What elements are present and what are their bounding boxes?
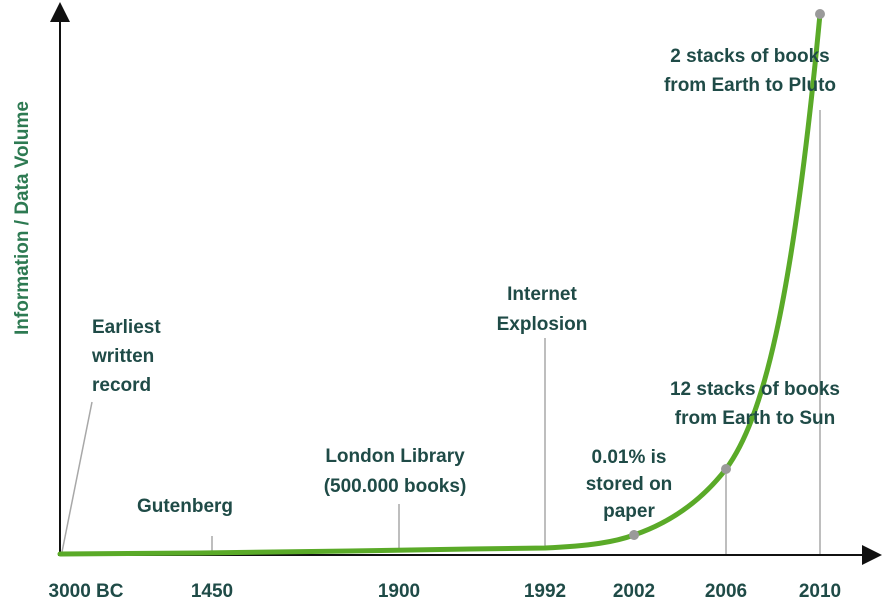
x-tick-label: 2002 [613, 581, 655, 602]
x-tick-label: 3000 BC [49, 581, 124, 602]
annotation-connector [61, 401, 93, 553]
x-tick-label: 2010 [799, 581, 841, 602]
x-tick-label: 1900 [378, 581, 420, 602]
curve-marker [721, 464, 731, 474]
annotation-line: Earliest [92, 317, 161, 338]
annotation-line: Explosion [497, 314, 588, 335]
annotation-line: 0.01% is [592, 447, 667, 468]
x-tick-label: 1992 [524, 581, 566, 602]
annotations: Earliest written record Gutenberg London Lib… [91, 46, 840, 522]
annotation-line: London Library [325, 446, 465, 467]
annotation-label: Gutenberg [137, 496, 233, 517]
annotation-line: stored on [586, 474, 673, 495]
annotation-line: paper [603, 501, 655, 522]
annotation-label: Internet Explosion [497, 284, 588, 335]
annotation-line: record [92, 375, 151, 396]
annotation-line: Gutenberg [137, 496, 233, 517]
curve-markers [629, 9, 825, 540]
x-tick-label: 1450 [191, 581, 233, 602]
annotation-label: 12 stacks of books from Earth to Sun [670, 379, 840, 429]
y-axis-label: Information / Data Volume [12, 101, 33, 335]
x-tick-labels: 3000 BC 1450 1900 1992 2002 2006 2010 [49, 581, 842, 602]
annotation-label: 2 stacks of books from Earth to Pluto [664, 46, 836, 96]
annotation-line: 12 stacks of books [670, 379, 840, 400]
annotation-line: 2 stacks of books [670, 46, 829, 67]
annotation-line: (500.000 books) [324, 476, 467, 497]
annotation-label: Earliest written record [91, 317, 161, 396]
annotation-connectors [61, 110, 821, 555]
annotation-line: Internet [507, 284, 577, 305]
annotation-line: written [91, 346, 154, 367]
x-tick-label: 2006 [705, 581, 747, 602]
annotation-line: from Earth to Pluto [664, 75, 836, 96]
curve-marker [815, 9, 825, 19]
curve-marker [629, 530, 639, 540]
annotation-label: 0.01% is stored on paper [586, 447, 673, 522]
data-volume-curve [57, 11, 823, 557]
annotation-label: London Library (500.000 books) [324, 446, 467, 497]
annotation-line: from Earth to Sun [675, 408, 835, 429]
